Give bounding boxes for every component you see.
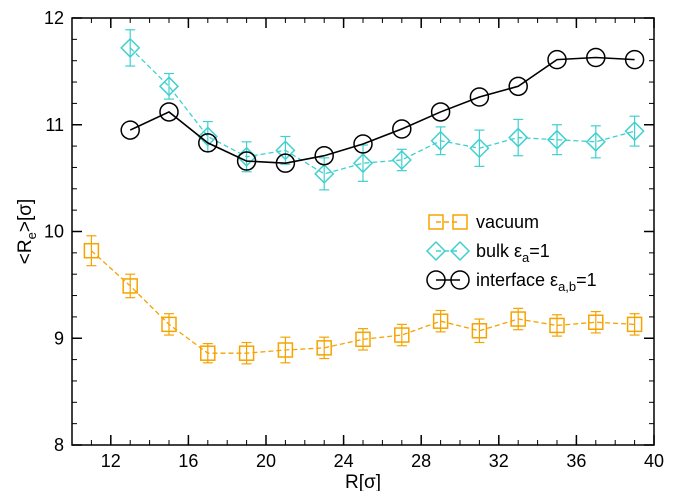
data-point	[585, 131, 606, 152]
series-line	[129, 47, 635, 175]
series-layer	[83, 29, 645, 365]
data-point	[236, 151, 257, 171]
legend-label: bulk εa=1	[476, 241, 550, 265]
data-point	[238, 345, 255, 361]
data-point	[392, 119, 412, 139]
data-point	[83, 242, 100, 259]
data-point	[391, 149, 412, 171]
legend-marker	[425, 240, 447, 262]
data-point	[197, 126, 218, 147]
data-point	[549, 317, 565, 334]
legend-label: vacuum	[476, 212, 539, 232]
y-tick-label: 10	[44, 222, 64, 242]
data-point	[120, 120, 140, 140]
data-point	[432, 313, 449, 329]
data-point	[352, 153, 374, 174]
data-point	[355, 331, 371, 348]
data-point	[624, 49, 645, 70]
x-tick-labels: 12 16 20 24 28 32 36 40	[101, 451, 664, 471]
legend-marker	[426, 270, 446, 290]
y-tick-labels: 8 9 10 11 12	[44, 8, 64, 455]
data-point	[161, 316, 177, 333]
x-tick-label: 20	[256, 451, 276, 471]
data-point	[394, 327, 410, 343]
data-point	[314, 145, 334, 166]
major-ticks	[72, 17, 655, 446]
x-tick-label: 28	[411, 451, 431, 471]
legend-item: bulk εa=1	[425, 240, 550, 265]
x-tick-label: 40	[644, 451, 664, 471]
legend-marker	[428, 214, 444, 230]
legend-item: interface εa,b=1	[426, 270, 597, 294]
data-point	[122, 278, 138, 294]
data-point	[198, 133, 218, 153]
data-point	[159, 102, 179, 122]
data-point	[471, 323, 488, 339]
series-2	[120, 29, 645, 191]
x-tick-label: 32	[489, 451, 509, 471]
data-point	[546, 129, 568, 150]
x-tick-label: 16	[178, 451, 198, 471]
plot-frame	[71, 17, 655, 446]
data-point	[624, 121, 645, 142]
x-tick-label: 24	[334, 451, 354, 471]
series-line	[90, 250, 635, 354]
data-point	[275, 140, 296, 161]
series-3	[120, 47, 645, 173]
x-tick-label: 36	[566, 451, 586, 471]
data-point	[626, 316, 643, 333]
data-point	[586, 47, 606, 68]
data-point	[200, 345, 216, 361]
minor-ticks	[71, 17, 655, 446]
y-tick-label: 12	[44, 8, 64, 28]
data-point	[510, 311, 526, 327]
data-point	[508, 127, 529, 148]
data-point	[158, 76, 180, 97]
y-tick-label: 11	[45, 115, 64, 135]
legend-item: vacuum	[428, 212, 539, 232]
legend-marker	[452, 214, 468, 230]
legend-marker	[450, 270, 470, 290]
data-point	[277, 342, 294, 358]
legend-marker	[449, 240, 471, 262]
data-point	[469, 138, 490, 159]
data-point	[316, 340, 332, 356]
data-point	[430, 102, 451, 122]
data-point	[430, 130, 451, 151]
data-point	[469, 87, 490, 107]
x-tick-label: 12	[101, 451, 121, 471]
data-point	[353, 134, 373, 154]
legend-label: interface εa,b=1	[476, 270, 597, 294]
data-point	[120, 37, 141, 58]
data-point	[547, 49, 567, 70]
data-point	[314, 163, 335, 184]
x-axis-label: R[σ]	[345, 472, 381, 491]
y-tick-label: 8	[54, 435, 64, 455]
data-point	[275, 153, 296, 173]
data-point	[508, 76, 528, 97]
y-axis-label: <Re>[σ]	[15, 199, 39, 264]
legend: vacuum bulk εa=1 interface εa,b=1	[425, 212, 597, 294]
series-1	[83, 235, 643, 365]
y-tick-label: 9	[54, 328, 64, 348]
data-point	[588, 314, 604, 330]
series-line	[129, 56, 635, 164]
